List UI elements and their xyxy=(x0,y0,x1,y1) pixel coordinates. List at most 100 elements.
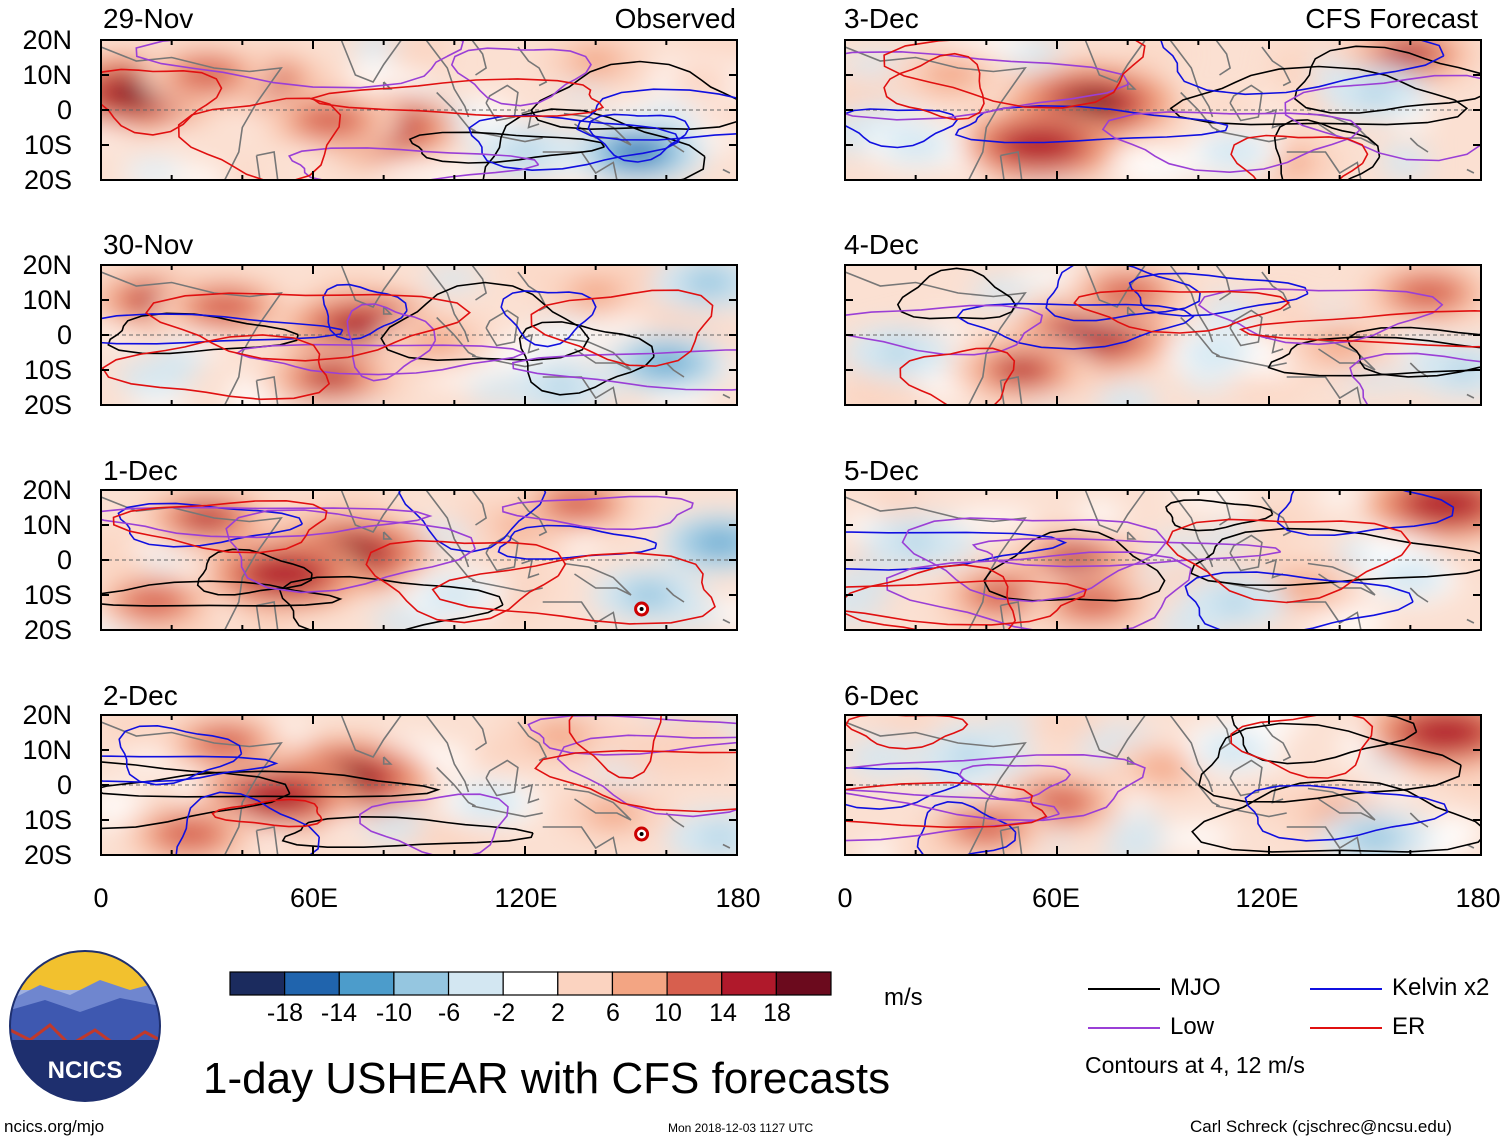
coastline xyxy=(517,271,548,312)
contour-mjo xyxy=(1230,715,1418,765)
coastline xyxy=(542,151,618,180)
contour-low xyxy=(512,349,737,391)
colorbar-label: -10 xyxy=(375,999,413,1027)
y-tick-label: 20S xyxy=(23,390,72,420)
contour-low xyxy=(346,303,437,382)
legend-label: MJO xyxy=(1170,974,1221,1001)
heatmap-cell xyxy=(971,276,1029,308)
coastline xyxy=(1180,316,1220,357)
heatmap-cell xyxy=(1201,293,1260,332)
heatmap-blob xyxy=(701,534,737,551)
coastline xyxy=(1084,490,1146,533)
heatmap-cell xyxy=(503,265,552,281)
contour-kelvin-x2 xyxy=(175,791,320,855)
coastline xyxy=(999,376,1023,405)
coastline xyxy=(665,812,685,828)
heatmap-cell xyxy=(846,736,918,780)
coastline xyxy=(425,490,470,568)
logo-text: NCICS xyxy=(48,1057,123,1084)
contour-mjo xyxy=(1165,499,1274,532)
heatmap-cell xyxy=(1448,762,1481,805)
coastline xyxy=(1215,40,1232,76)
contour-er xyxy=(310,78,605,118)
contour-mjo xyxy=(408,131,606,164)
heatmap-cell xyxy=(871,490,924,522)
contour-low xyxy=(450,47,592,107)
contour-mjo xyxy=(101,580,343,607)
y-tick-label: 10N xyxy=(22,735,72,765)
contour-kelvin-x2 xyxy=(956,302,1195,350)
contour-er xyxy=(899,347,1016,405)
coastline xyxy=(1261,721,1292,762)
contour-er xyxy=(845,580,1088,626)
map-panel xyxy=(101,715,737,855)
coastline xyxy=(1409,362,1429,378)
contour-mjo xyxy=(281,815,534,848)
heatmap-cell xyxy=(1317,490,1360,505)
heatmap-cell xyxy=(501,573,559,604)
contour-low xyxy=(556,734,737,818)
coastline xyxy=(1261,496,1292,537)
x-tick-label: 120E xyxy=(494,883,558,913)
x-tick-label: 60E xyxy=(1031,883,1081,913)
contour-low xyxy=(845,753,1146,822)
x-tick-label: 0 xyxy=(93,883,109,913)
colorbar-swatch xyxy=(229,971,286,996)
contour-er xyxy=(1166,518,1412,604)
contour-er xyxy=(101,68,223,136)
heatmap-blob xyxy=(1423,493,1468,515)
observed-label: Observed xyxy=(614,3,736,34)
ncics-logo: NCICS xyxy=(9,950,161,1102)
contour-low xyxy=(501,495,694,531)
colorbar-label: 10 xyxy=(654,999,682,1027)
heatmap-blob xyxy=(1073,593,1111,611)
coastline xyxy=(1286,151,1362,180)
heatmap-blob xyxy=(953,749,984,765)
coastline xyxy=(542,376,618,405)
heatmap-blob xyxy=(204,297,245,317)
coastline xyxy=(1215,490,1232,526)
contour-low xyxy=(958,763,1072,801)
coastline xyxy=(485,309,519,347)
heatmap-cell xyxy=(1113,143,1193,180)
heatmap-blob xyxy=(1408,283,1448,303)
heatmap-blob xyxy=(135,593,173,611)
contour-er xyxy=(883,52,985,121)
heatmap-blob xyxy=(1109,284,1147,302)
heatmap-blob xyxy=(1220,742,1248,758)
contour-kelvin-x2 xyxy=(587,113,690,163)
colorbar-swatch xyxy=(666,971,723,996)
contour-er xyxy=(845,563,1017,630)
contour-kelvin-x2 xyxy=(576,88,737,141)
contour-mjo xyxy=(101,770,441,798)
colorbar-swatch xyxy=(775,971,832,996)
contour-er xyxy=(1073,289,1290,334)
coastline xyxy=(1126,531,1137,540)
panel-date: 29-Nov xyxy=(103,3,194,34)
contour-kelvin-x2 xyxy=(1045,265,1201,322)
heatmap-blob xyxy=(579,53,612,69)
coastline xyxy=(517,46,548,87)
coastline xyxy=(471,805,543,818)
heatmap-blob xyxy=(1218,594,1249,610)
cyclone-marker-center xyxy=(639,832,644,836)
coastline xyxy=(1084,715,1146,758)
heatmap-blob xyxy=(883,344,913,361)
colorbar-unit: m/s xyxy=(884,984,923,1011)
coastline xyxy=(425,715,470,793)
coastline xyxy=(1229,84,1263,122)
contour-mjo xyxy=(482,108,706,180)
heatmap-cell xyxy=(1267,46,1320,82)
y-tick-label: 10S xyxy=(23,805,72,835)
y-tick-label: 10S xyxy=(23,580,72,610)
heatmap-cell xyxy=(128,394,192,405)
y-tick-label: 10S xyxy=(23,130,72,160)
heatmap-cell xyxy=(1030,715,1102,744)
contour-low xyxy=(1284,74,1481,162)
coastline xyxy=(1286,601,1362,630)
y-tick-label: 20S xyxy=(23,165,72,195)
coastline xyxy=(517,721,548,762)
y-tick-label: 10S xyxy=(23,355,72,385)
contour-mjo xyxy=(101,761,291,830)
coastline xyxy=(845,271,1027,405)
